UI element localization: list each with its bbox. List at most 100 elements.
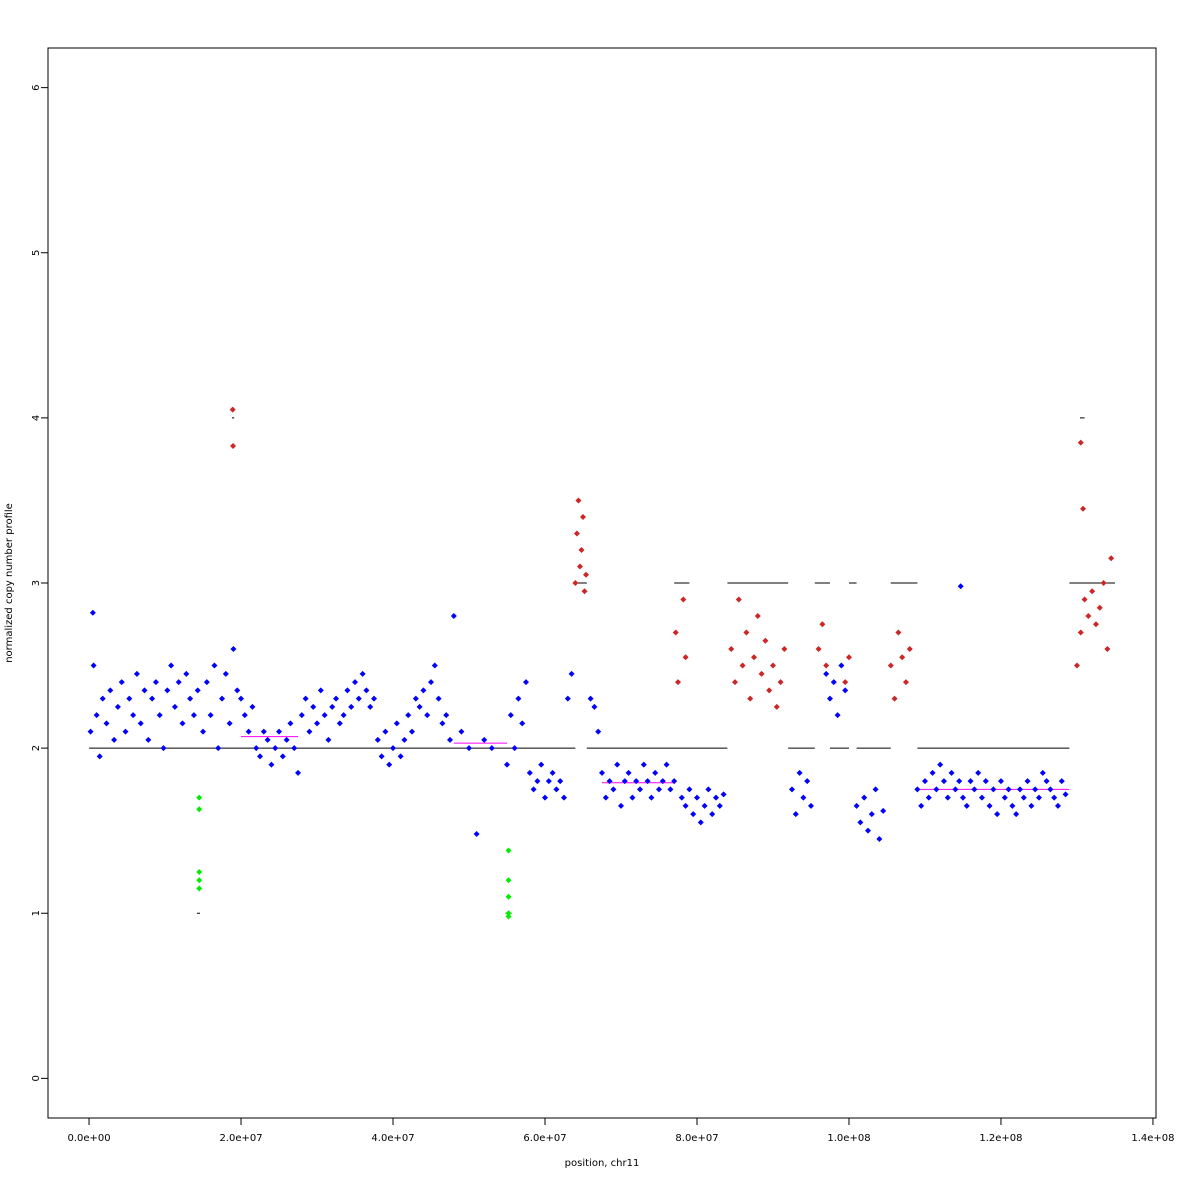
point: [367, 703, 374, 710]
point: [693, 794, 700, 801]
point: [944, 794, 951, 801]
point: [268, 761, 275, 768]
point: [374, 736, 381, 743]
point: [1081, 596, 1088, 603]
point: [505, 910, 512, 917]
point: [591, 703, 598, 710]
point: [633, 778, 640, 785]
point: [382, 728, 389, 735]
point: [310, 703, 317, 710]
point: [196, 885, 203, 892]
point: [348, 703, 355, 710]
point: [667, 786, 674, 793]
point: [505, 893, 512, 900]
point: [842, 687, 849, 694]
point: [458, 728, 465, 735]
point: [241, 712, 248, 719]
point: [1089, 588, 1096, 595]
point: [145, 736, 152, 743]
point: [578, 546, 585, 553]
point: [644, 778, 651, 785]
point: [336, 720, 343, 727]
y-tick-label: 3: [31, 580, 42, 586]
point: [573, 530, 580, 537]
point: [447, 736, 454, 743]
point: [815, 646, 822, 653]
point: [648, 794, 655, 801]
point: [196, 877, 203, 884]
point: [314, 720, 321, 727]
point: [709, 811, 716, 818]
point: [340, 712, 347, 719]
point: [302, 695, 309, 702]
point: [796, 769, 803, 776]
point: [219, 695, 226, 702]
point: [982, 778, 989, 785]
point: [1032, 786, 1039, 793]
point: [957, 583, 964, 590]
point: [880, 807, 887, 814]
point: [1051, 794, 1058, 801]
point: [253, 745, 260, 752]
point: [1080, 505, 1087, 512]
point: [306, 728, 313, 735]
point: [876, 835, 883, 842]
point: [956, 778, 963, 785]
point: [754, 613, 761, 620]
point: [580, 513, 587, 520]
point: [190, 712, 197, 719]
point: [576, 563, 583, 570]
point: [739, 662, 746, 669]
x-tick-label: 1.2e+08: [979, 1133, 1022, 1144]
point: [344, 687, 351, 694]
point: [390, 745, 397, 752]
point: [194, 687, 201, 694]
y-axis-label: normalized copy number profile: [4, 503, 15, 663]
point: [997, 778, 1004, 785]
point: [466, 745, 473, 752]
point: [686, 786, 693, 793]
y-tick-label: 1: [31, 910, 42, 916]
point: [118, 679, 125, 686]
point: [826, 695, 833, 702]
point: [264, 736, 271, 743]
point: [963, 802, 970, 809]
point: [1058, 778, 1065, 785]
y-tick-label: 6: [31, 84, 42, 90]
point: [420, 687, 427, 694]
point: [435, 695, 442, 702]
point: [542, 794, 549, 801]
point: [937, 761, 944, 768]
point: [823, 662, 830, 669]
point: [1001, 794, 1008, 801]
point: [674, 679, 681, 686]
point: [887, 662, 894, 669]
point: [682, 802, 689, 809]
point: [329, 703, 336, 710]
point: [519, 720, 526, 727]
point: [891, 695, 898, 702]
point: [149, 695, 156, 702]
point: [690, 811, 697, 818]
point: [1013, 811, 1020, 818]
point: [549, 769, 556, 776]
point: [545, 778, 552, 785]
point: [272, 745, 279, 752]
point: [431, 662, 438, 669]
point: [99, 695, 106, 702]
point: [830, 679, 837, 686]
point: [617, 802, 624, 809]
point: [279, 753, 286, 760]
point: [610, 786, 617, 793]
point: [1096, 604, 1103, 611]
point: [450, 613, 457, 620]
point: [168, 662, 175, 669]
x-tick-label: 4.0e+07: [371, 1133, 414, 1144]
point: [443, 712, 450, 719]
point: [249, 703, 256, 710]
point: [861, 794, 868, 801]
point: [678, 794, 685, 801]
point: [175, 679, 182, 686]
point: [538, 761, 545, 768]
point: [363, 687, 370, 694]
